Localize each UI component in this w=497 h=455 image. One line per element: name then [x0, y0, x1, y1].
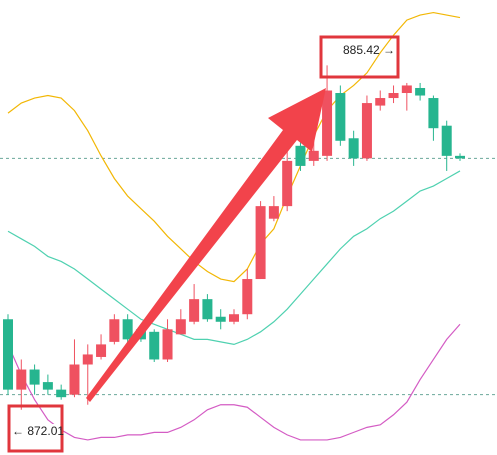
annotation: ← 872.01	[12, 424, 64, 438]
candle-body	[375, 98, 386, 106]
indicator-line	[7, 170, 461, 346]
candle-body	[415, 87, 426, 96]
candle-body	[149, 331, 160, 360]
candle-body	[441, 125, 452, 156]
candle-body	[388, 93, 399, 99]
candle-body	[29, 369, 40, 385]
candle-body	[295, 145, 306, 166]
candle-body	[308, 150, 319, 161]
annotation-bg	[12, 424, 60, 440]
indicator-line	[7, 323, 461, 441]
candle-body	[455, 155, 465, 159]
annotation-box	[7, 404, 64, 453]
candle-body	[82, 354, 93, 365]
candle-body	[69, 364, 80, 395]
candle-body	[322, 90, 333, 156]
annotation: 885.42 →	[343, 43, 395, 57]
annotation-box	[319, 35, 400, 79]
candle-body	[282, 160, 293, 207]
candle-body	[189, 299, 200, 322]
candle-body	[202, 299, 213, 320]
indicator-line	[7, 11, 461, 283]
candle-body	[175, 319, 186, 335]
arrow	[86, 88, 326, 402]
candle-body	[268, 206, 279, 219]
candle-body	[242, 279, 253, 315]
candle-body	[122, 319, 133, 340]
candle-body	[96, 344, 107, 357]
candle-body	[16, 369, 27, 390]
candle-body	[401, 85, 412, 94]
candle-body	[109, 319, 120, 342]
candle-body	[348, 138, 359, 159]
candle-body	[56, 389, 67, 398]
plot	[0, 11, 497, 441]
candle-body	[42, 382, 53, 390]
candle-body	[255, 206, 266, 280]
candle-body	[229, 314, 239, 322]
candle-body	[162, 329, 173, 360]
candle-body	[428, 98, 439, 129]
candle-body	[215, 316, 226, 322]
candle-body	[361, 103, 372, 159]
candle-body	[3, 319, 13, 390]
candle-body	[335, 93, 346, 141]
